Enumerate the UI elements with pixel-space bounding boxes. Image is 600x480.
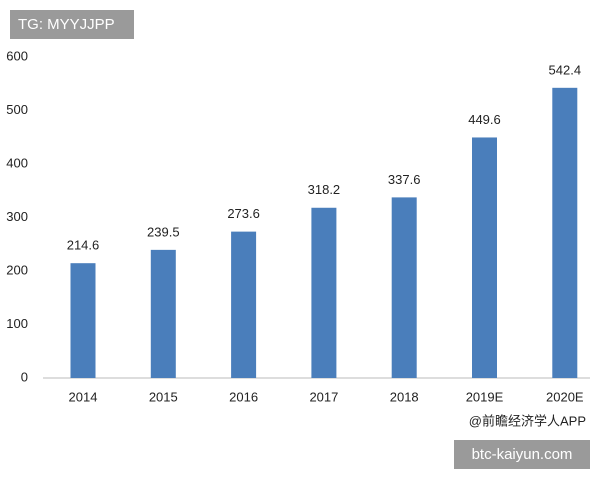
x-tick-label: 2014	[69, 389, 98, 404]
y-tick-label: 300	[6, 209, 28, 224]
bar	[311, 207, 337, 378]
watermark-box	[454, 440, 590, 469]
x-tick-label: 2015	[149, 389, 178, 404]
x-tick-label: 2016	[229, 389, 258, 404]
value-label: 214.6	[67, 238, 100, 253]
y-tick-label: 600	[6, 48, 28, 63]
value-label: 449.6	[468, 112, 501, 127]
y-tick-label: 400	[6, 155, 28, 170]
x-tick-label: 2017	[309, 389, 338, 404]
bar	[552, 87, 578, 378]
x-tick-label: 2019E	[466, 389, 504, 404]
bar	[472, 137, 497, 378]
value-label: 273.6	[227, 206, 260, 221]
y-tick-label: 100	[6, 316, 28, 331]
badge: TG: MYYJJPP	[18, 16, 115, 33]
y-tick-label: 500	[6, 102, 28, 117]
y-tick-label: 200	[6, 262, 28, 277]
bar	[150, 249, 176, 378]
bar	[70, 263, 96, 378]
value-label: 542.4	[549, 62, 582, 77]
x-tick-label: 2018	[390, 389, 419, 404]
badge-box	[10, 10, 134, 39]
value-label: 239.5	[147, 224, 180, 239]
value-label: 337.6	[388, 172, 421, 187]
value-label: 318.2	[308, 182, 341, 197]
y-tick-label: 0	[21, 369, 28, 384]
bar	[231, 231, 257, 378]
source: @前瞻经济学人APP	[469, 413, 586, 428]
x-tick-label: 2020E	[546, 389, 584, 404]
watermark: btc-kaiyun.com	[472, 446, 573, 463]
bar	[391, 197, 417, 378]
